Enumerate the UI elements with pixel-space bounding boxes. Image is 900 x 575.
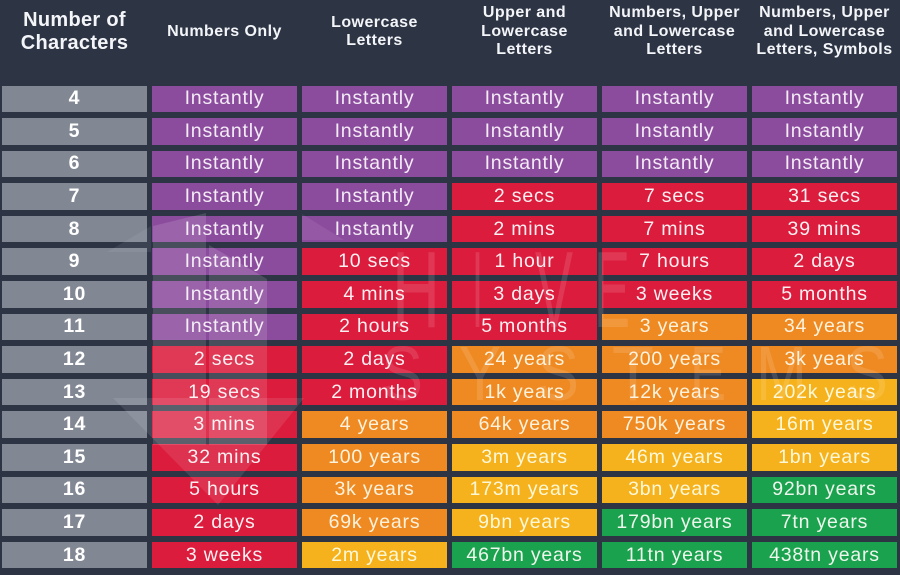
svg-text:Y: Y xyxy=(459,331,501,417)
svg-text:S: S xyxy=(846,331,888,417)
svg-text:T: T xyxy=(612,331,654,417)
svg-text:E: E xyxy=(690,331,726,417)
svg-text:M: M xyxy=(756,331,807,417)
svg-text:S: S xyxy=(381,331,423,417)
svg-text:H: H xyxy=(392,229,440,351)
svg-text:I: I xyxy=(472,229,483,351)
svg-text:E: E xyxy=(594,229,630,351)
svg-text:V: V xyxy=(535,229,573,351)
svg-text:S: S xyxy=(537,331,579,417)
